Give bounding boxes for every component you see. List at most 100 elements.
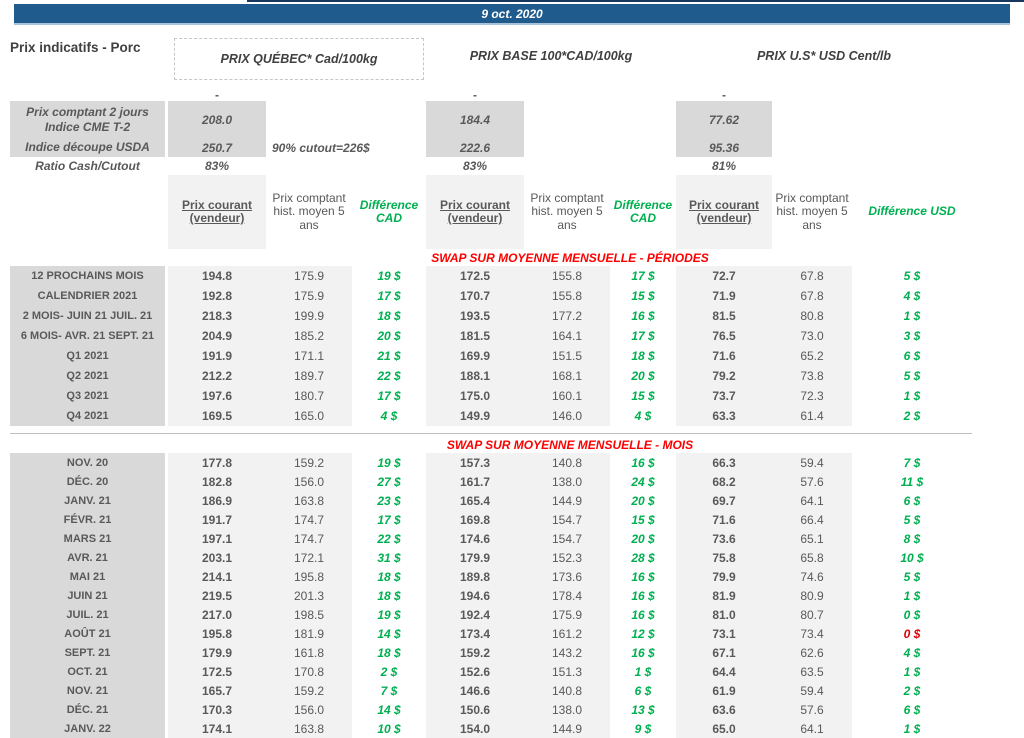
hist-avg-cell: 138.0	[524, 700, 610, 719]
hist-avg-cell: 201.3	[266, 586, 352, 605]
hist-avg-cell: 185.2	[266, 326, 352, 346]
current-price-cell: 189.8	[426, 567, 524, 586]
summary-label-cme: Prix comptant 2 jours Indice CME T-2	[10, 101, 165, 138]
current-price-cell: 170.7	[426, 286, 524, 306]
current-price-cell: 173.4	[426, 624, 524, 643]
difference-cell: 2 $	[852, 681, 972, 700]
row-label: JANV. 22	[10, 719, 165, 738]
hist-avg-cell: 178.4	[524, 586, 610, 605]
hist-avg-cell: 156.0	[266, 700, 352, 719]
hist-avg-cell: 174.7	[266, 529, 352, 548]
hist-avg-cell: 189.7	[266, 366, 352, 386]
dash-base: -	[473, 87, 477, 102]
difference-cell: 2 $	[352, 662, 426, 681]
colheader-qc-current: Prix courant (vendeur)	[168, 175, 266, 249]
hist-avg-cell: 198.5	[266, 605, 352, 624]
difference-cell: 20 $	[352, 326, 426, 346]
difference-cell: 28 $	[610, 548, 676, 567]
current-price-cell: 69.7	[676, 491, 772, 510]
current-price-cell: 191.9	[168, 346, 266, 366]
hist-avg-cell: 156.0	[266, 472, 352, 491]
row-label: JUIN 21	[10, 586, 165, 605]
hist-avg-cell: 172.1	[266, 548, 352, 567]
current-price-cell: 81.0	[676, 605, 772, 624]
difference-cell: 20 $	[610, 529, 676, 548]
hist-avg-cell: 155.8	[524, 286, 610, 306]
row-label: 6 MOIS- AVR. 21 SEPT. 21	[10, 326, 165, 346]
difference-cell: 1 $	[852, 586, 972, 605]
difference-cell: 6 $	[852, 700, 972, 719]
difference-cell: 0 $	[852, 605, 972, 624]
hist-avg-cell: 64.1	[772, 491, 852, 510]
current-price-cell: 161.7	[426, 472, 524, 491]
difference-cell: 6 $	[852, 491, 972, 510]
current-price-cell: 73.6	[676, 529, 772, 548]
difference-cell: 2 $	[852, 406, 972, 426]
difference-cell: 6 $	[610, 681, 676, 700]
current-price-cell: 194.8	[168, 266, 266, 286]
hist-avg-cell: 151.3	[524, 662, 610, 681]
current-price-cell: 219.5	[168, 586, 266, 605]
difference-cell: 10 $	[352, 719, 426, 738]
top-rule	[247, 0, 1024, 2]
current-price-cell: 197.6	[168, 386, 266, 406]
price-table: Prix indicatifs - Porc PRIX QUÉBEC* Cad/…	[10, 32, 972, 738]
current-price-cell: 165.7	[168, 681, 266, 700]
difference-cell: 17 $	[352, 286, 426, 306]
hist-avg-cell: 144.9	[524, 719, 610, 738]
hist-avg-cell: 73.0	[772, 326, 852, 346]
current-price-cell: 194.6	[426, 586, 524, 605]
difference-cell: 16 $	[610, 567, 676, 586]
hist-avg-cell: 159.2	[266, 453, 352, 472]
difference-cell: 18 $	[610, 346, 676, 366]
hist-avg-cell: 155.8	[524, 266, 610, 286]
hist-avg-cell: 154.7	[524, 529, 610, 548]
summary-us-cme: 77.62	[676, 101, 772, 138]
cutout-note: 90% cutout=226$	[272, 140, 370, 155]
hist-avg-cell: 181.9	[266, 624, 352, 643]
difference-cell: 16 $	[610, 643, 676, 662]
current-price-cell: 165.4	[426, 491, 524, 510]
current-price-cell: 68.2	[676, 472, 772, 491]
hist-avg-cell: 66.4	[772, 510, 852, 529]
current-price-cell: 191.7	[168, 510, 266, 529]
row-label: NOV. 20	[10, 453, 165, 472]
summary-base-ratio: 83%	[426, 157, 524, 175]
hist-avg-cell: 152.3	[524, 548, 610, 567]
row-label: SEPT. 21	[10, 643, 165, 662]
difference-cell: 6 $	[852, 346, 972, 366]
current-price-cell: 179.9	[168, 643, 266, 662]
current-price-cell: 214.1	[168, 567, 266, 586]
difference-cell: 4 $	[352, 406, 426, 426]
hist-avg-cell: 61.4	[772, 406, 852, 426]
hist-avg-cell: 161.8	[266, 643, 352, 662]
hist-avg-cell: 144.9	[524, 491, 610, 510]
current-price-cell: 71.6	[676, 510, 772, 529]
difference-cell: 5 $	[852, 366, 972, 386]
difference-cell: 11 $	[852, 472, 972, 491]
current-price-cell: 73.7	[676, 386, 772, 406]
row-label: MARS 21	[10, 529, 165, 548]
difference-cell: 10 $	[852, 548, 972, 567]
hist-avg-cell: 143.2	[524, 643, 610, 662]
difference-cell: 9 $	[610, 719, 676, 738]
colheader-base-current: Prix courant (vendeur)	[426, 175, 524, 249]
current-price-cell: 75.8	[676, 548, 772, 567]
difference-cell: 12 $	[610, 624, 676, 643]
difference-cell: 1 $	[852, 386, 972, 406]
hist-avg-cell: 67.8	[772, 286, 852, 306]
difference-cell: 16 $	[610, 605, 676, 624]
summary-qc-cme: 208.0	[168, 101, 266, 138]
current-price-cell: 63.6	[676, 700, 772, 719]
difference-cell: 13 $	[610, 700, 676, 719]
summary-qc-ratio: 83%	[168, 157, 266, 175]
colheader-qc-diff: Différence CAD	[352, 175, 426, 249]
current-price-cell: 169.5	[168, 406, 266, 426]
difference-cell: 20 $	[610, 366, 676, 386]
difference-cell: 22 $	[352, 366, 426, 386]
hist-avg-cell: 73.8	[772, 366, 852, 386]
hist-avg-cell: 161.2	[524, 624, 610, 643]
difference-cell: 1 $	[610, 662, 676, 681]
summary-base-usda: 222.6	[426, 138, 524, 157]
row-label: 2 MOIS- JUIN 21 JUIL. 21	[10, 306, 165, 326]
